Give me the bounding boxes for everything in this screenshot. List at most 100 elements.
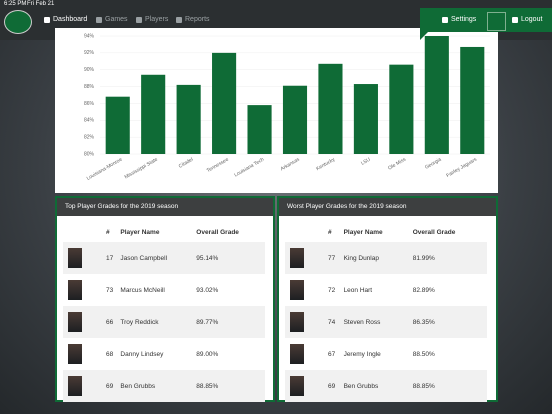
x-tick-label: Louisiana Tech bbox=[233, 157, 265, 179]
y-tick-label: 84% bbox=[84, 118, 95, 124]
bar bbox=[141, 74, 166, 154]
table-cell: 88.85% bbox=[411, 370, 487, 402]
nav-label: Games bbox=[105, 16, 128, 23]
header-row: # Player Name Overall Grade bbox=[285, 222, 487, 242]
table-row: 68 Danny Lindsey 89.00% bbox=[63, 338, 265, 370]
photo-cell bbox=[63, 274, 105, 306]
nav-reports[interactable]: Reports bbox=[176, 16, 210, 23]
settings-panel: Settings Logout bbox=[420, 8, 552, 32]
photo-cell bbox=[285, 338, 327, 370]
header-cell: Player Name bbox=[120, 228, 160, 236]
status-date: Fri Feb 21 bbox=[27, 1, 55, 7]
table-cell: 72 bbox=[328, 286, 336, 294]
bar bbox=[353, 84, 378, 154]
x-tick-label: Arkansas bbox=[280, 156, 301, 172]
table-cell: 17 bbox=[105, 242, 120, 274]
nav-dashboard[interactable]: Dashboard bbox=[44, 16, 87, 23]
table-card: Worst Player Grades for the 2019 season #… bbox=[277, 196, 498, 402]
table-cell: 88.85% bbox=[195, 370, 265, 402]
nav-label: Dashboard bbox=[53, 16, 88, 23]
x-tick-label: Kentucky bbox=[315, 156, 336, 172]
photo-cell bbox=[285, 370, 327, 402]
y-tick-label: 92% bbox=[84, 50, 95, 56]
table-cell: 68 bbox=[106, 350, 114, 358]
table: # Player Name Overall Grade 77 King Dunlap 81… bbox=[285, 222, 487, 402]
header-cell: Overall Grade bbox=[412, 228, 456, 236]
bar bbox=[282, 85, 308, 154]
table-cell: King Dunlap bbox=[342, 242, 412, 274]
table-title: Worst Player Grades for the 2019 season bbox=[279, 198, 496, 216]
bar bbox=[460, 46, 485, 155]
table: # Player Name Overall Grade 17 Jason Campbel… bbox=[63, 222, 265, 402]
bar bbox=[212, 52, 237, 154]
table-cell: Troy Reddick bbox=[119, 306, 196, 338]
header-cell: Player Name bbox=[343, 228, 383, 236]
table-card: Top Player Grades for the 2019 season # Pl… bbox=[55, 196, 275, 402]
x-tick-label: Citadel bbox=[178, 157, 194, 170]
header-cell: Overall Grade bbox=[196, 228, 239, 236]
photo-cell bbox=[63, 242, 105, 274]
logo bbox=[4, 10, 32, 34]
header-row: # Player Name Overall Grade bbox=[63, 222, 265, 242]
table-cell: Ben Grubbs bbox=[119, 370, 196, 402]
y-tick-label: 86% bbox=[84, 101, 95, 107]
table-cell: 93.02% bbox=[196, 286, 219, 294]
table-cell: Leon Hart bbox=[343, 286, 373, 294]
settings-button[interactable]: Settings bbox=[442, 16, 476, 23]
table-cell: 81.99% bbox=[411, 242, 487, 274]
table-cell: 89.77% bbox=[195, 306, 265, 338]
photo-cell bbox=[63, 338, 105, 370]
table-cell: Ben Grubbs bbox=[342, 370, 412, 402]
avatar-box[interactable] bbox=[487, 12, 506, 31]
bar bbox=[176, 84, 201, 154]
logout-button[interactable]: Logout bbox=[512, 16, 542, 23]
table-cell: 67 bbox=[328, 350, 336, 358]
nav-games[interactable]: Games bbox=[96, 16, 128, 23]
photo-cell bbox=[285, 306, 327, 338]
player-photo bbox=[68, 312, 82, 332]
table-cell: 69 bbox=[327, 370, 343, 402]
table-row: 66 Troy Reddick 89.77% bbox=[63, 306, 265, 338]
player-photo bbox=[290, 376, 304, 396]
player-photo bbox=[68, 248, 82, 268]
player-photo bbox=[68, 280, 82, 300]
table-cell: Marcus McNeill bbox=[120, 286, 165, 294]
settings-label: Settings bbox=[451, 16, 477, 23]
x-tick-label: Louisiana-Monroe bbox=[86, 157, 124, 182]
table-cell: 66 bbox=[105, 306, 120, 338]
header-cell: # bbox=[106, 228, 110, 236]
header-cell bbox=[63, 222, 105, 242]
player-photo bbox=[290, 344, 304, 364]
x-tick-label: Mississippi State bbox=[124, 157, 159, 181]
nav-players[interactable]: Players bbox=[136, 16, 168, 23]
logout-label: Logout bbox=[521, 16, 543, 23]
x-tick-label: Ole Miss bbox=[387, 156, 407, 171]
player-photo bbox=[68, 376, 82, 396]
table-row: 77 King Dunlap 81.99% bbox=[285, 242, 487, 274]
player-photo bbox=[290, 280, 304, 300]
photo-cell bbox=[63, 370, 105, 402]
y-tick-label: 88% bbox=[84, 84, 95, 90]
table-row: 67 Jeremy Ingle 88.50% bbox=[285, 338, 487, 370]
table-cell: Jeremy Ingle bbox=[343, 350, 381, 358]
table-cell: 95.14% bbox=[195, 242, 265, 274]
y-tick-label: 94% bbox=[84, 33, 95, 39]
photo-cell bbox=[285, 274, 327, 306]
player-photo bbox=[290, 248, 304, 268]
header-cell bbox=[285, 222, 327, 242]
bar bbox=[389, 64, 414, 154]
x-tick-label: Georgia bbox=[424, 157, 443, 171]
y-tick-label: 90% bbox=[84, 67, 95, 73]
header-cell: # bbox=[328, 228, 332, 236]
nav-label: Reports bbox=[185, 16, 210, 23]
table-cell: Jason Campbell bbox=[119, 242, 196, 274]
table-cell: 88.50% bbox=[412, 350, 435, 358]
table-title: Top Player Grades for the 2019 season bbox=[57, 198, 273, 216]
bar bbox=[247, 105, 272, 154]
settings-notch bbox=[420, 30, 430, 40]
table-cell: 73 bbox=[106, 286, 114, 294]
table-cell: 89.00% bbox=[196, 350, 219, 358]
table-cell: 86.35% bbox=[411, 306, 487, 338]
chart-card: 80% 82% 84% 86% 88% 90% 92% 94% Louisiana-Monroe… bbox=[55, 28, 498, 193]
